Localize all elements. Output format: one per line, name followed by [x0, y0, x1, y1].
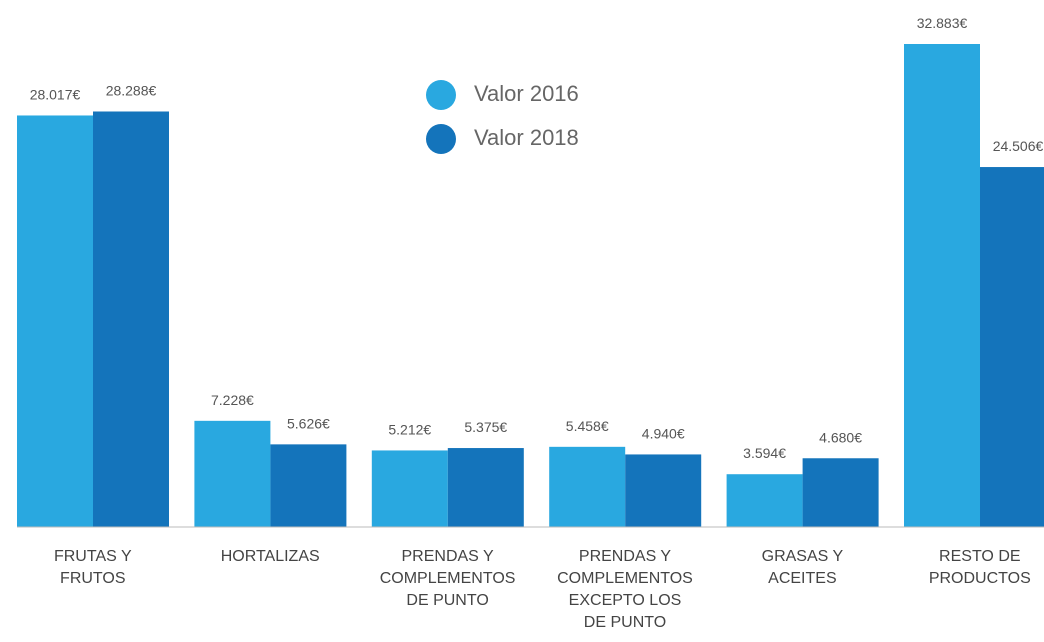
legend-label: Valor 2018: [474, 125, 579, 150]
value-label: 5.626€: [287, 415, 330, 431]
x-tick-label: HORTALIZAS: [220, 548, 320, 565]
bar: [980, 167, 1044, 527]
x-tick-label: PRENDAS Y COMPLEMENTOS EXCEPTO LOS DE PU…: [557, 548, 693, 631]
bar: [802, 458, 879, 527]
bar: [904, 44, 980, 527]
value-label: 28.017€: [30, 86, 81, 102]
value-label: 5.458€: [566, 418, 609, 434]
legend-label: Valor 2016: [474, 81, 579, 106]
value-label: 5.375€: [464, 419, 507, 435]
x-tick-label: GRASAS Y ACEITES: [761, 548, 844, 587]
value-label: 3.594€: [743, 445, 786, 461]
value-label: 32.883€: [917, 15, 968, 31]
bar: [726, 474, 803, 527]
value-label: 4.940€: [642, 425, 685, 441]
value-label: 5.212€: [388, 421, 431, 437]
x-tick-label: PRENDAS Y COMPLEMENTOS DE PUNTO: [379, 548, 516, 609]
bar: [270, 444, 347, 527]
x-tick-label: RESTO DE PRODUCTOS: [928, 548, 1031, 587]
legend-marker: [426, 80, 456, 110]
value-label: 28.288€: [106, 82, 157, 98]
value-label: 7.228€: [211, 392, 254, 408]
x-tick-label: FRUTAS Y FRUTOS: [53, 548, 132, 587]
bar: [447, 448, 524, 527]
bar: [17, 115, 93, 528]
value-label: 4.680€: [819, 429, 862, 445]
bar: [625, 454, 702, 527]
bar: [549, 446, 626, 527]
bar: [93, 111, 169, 528]
bar: [194, 420, 271, 527]
value-label: 24.506€: [993, 138, 1044, 154]
bar: [371, 450, 448, 527]
legend-marker: [426, 124, 456, 154]
